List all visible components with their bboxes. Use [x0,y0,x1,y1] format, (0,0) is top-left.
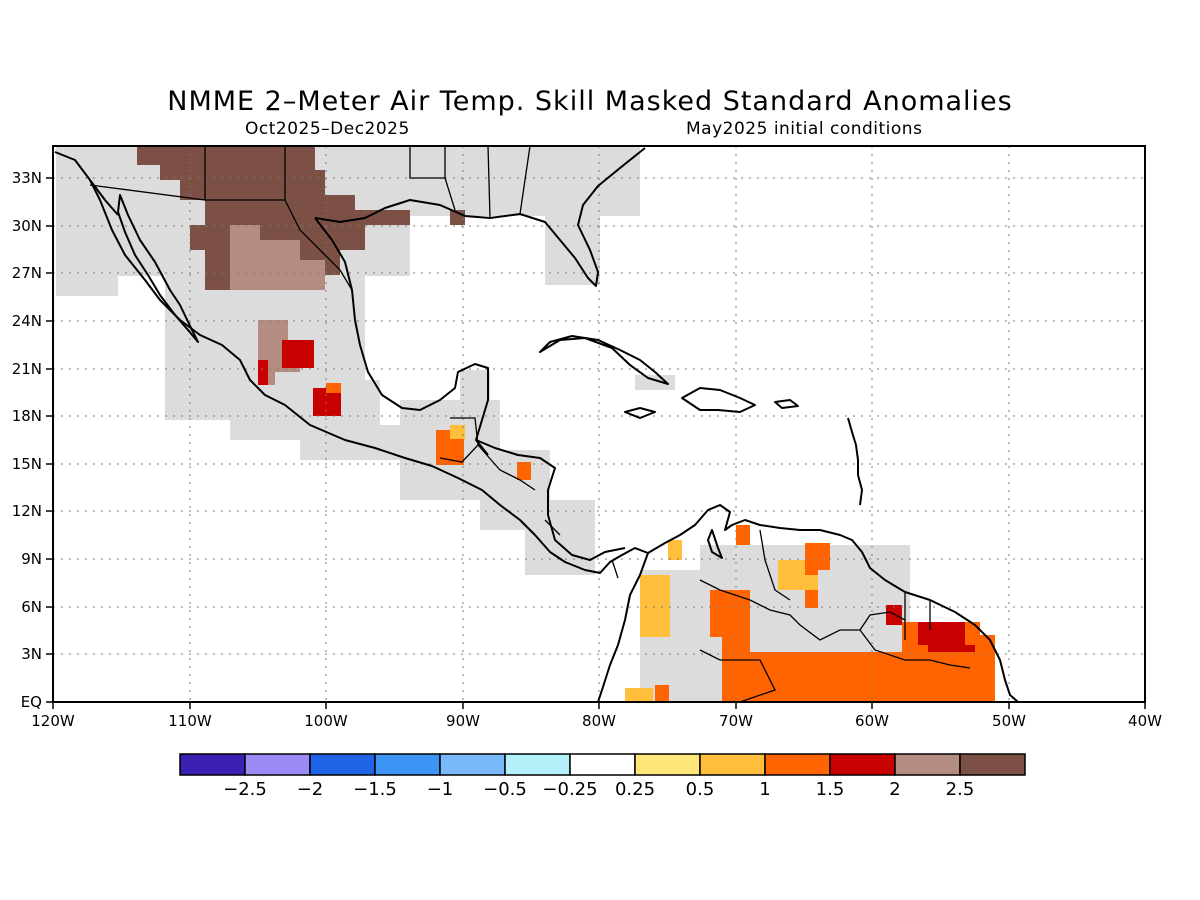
lon-label: 80W [582,712,616,730]
color-legend: −2.5 −2 −1.5 −1 −0.5 −0.25 0.25 0.5 1 1.5 2 2.5 [179,753,1026,800]
lon-label: 110W [168,712,212,730]
country-borders [89,146,971,702]
colorbar-swatch [244,753,311,776]
colorbar-label: 1 [759,779,770,800]
lon-label: 120W [31,712,75,730]
lat-lon-grid [53,146,1145,702]
colorbar-swatch [894,753,961,776]
lon-label: 90W [446,712,480,730]
lon-label: 40W [1128,712,1162,730]
latitude-labels: 33N 30N 27N 24N 21N 18N 15N 12N 9N 6N 3N… [12,169,42,711]
colorbar-swatch [829,753,896,776]
colorbar-label: 0.25 [615,779,655,800]
lat-label: 9N [21,550,42,568]
no-skill-shading [56,146,910,702]
lon-label: 100W [304,712,348,730]
colorbar-label: −0.5 [483,779,527,800]
map-title: NMME 2–Meter Air Temp. Skill Masked Stan… [167,86,1013,117]
lat-label: 3N [21,645,42,663]
lat-label: 21N [12,360,42,378]
map-plot-area [53,146,1145,702]
colorbar-swatch [309,753,376,776]
colorbar-swatch [569,753,636,776]
lat-label: EQ [21,693,42,711]
lon-label: 50W [992,712,1026,730]
colorbar-label: 2.5 [946,779,975,800]
colorbar-label: −1 [427,779,454,800]
lat-label: 27N [12,264,42,282]
colorbar-label: −1.5 [353,779,397,800]
lat-label: 18N [12,407,42,425]
colorbar-label: −2.5 [223,779,267,800]
lon-label: 70W [719,712,753,730]
colorbar-swatch [764,753,831,776]
axis-ticks [46,177,1146,709]
colorbar-swatch [179,753,246,776]
colorbar-label: −0.25 [542,779,597,800]
lon-label: 60W [855,712,889,730]
lat-label: 15N [12,455,42,473]
valid-period: Oct2025–Dec2025 [245,119,410,139]
lat-label: 30N [12,217,42,235]
lat-label: 33N [12,169,42,187]
longitude-labels: 120W 110W 100W 90W 80W 70W 60W 50W 40W [31,712,1162,730]
colorbar-swatch [374,753,441,776]
colorbar-swatch [504,753,571,776]
colorbar-label: −2 [297,779,324,800]
colorbar-swatch [699,753,766,776]
colorbar-swatch [439,753,506,776]
lat-label: 12N [12,502,42,520]
colorbar-label: 1.5 [816,779,845,800]
colorbar-label: 2 [889,779,900,800]
lat-label: 24N [12,312,42,330]
colorbar-label: 0.5 [686,779,715,800]
initial-conditions: May2025 initial conditions [686,119,923,139]
colorbar-swatch [959,753,1026,776]
lat-label: 6N [21,598,42,616]
colorbar-swatch [634,753,701,776]
